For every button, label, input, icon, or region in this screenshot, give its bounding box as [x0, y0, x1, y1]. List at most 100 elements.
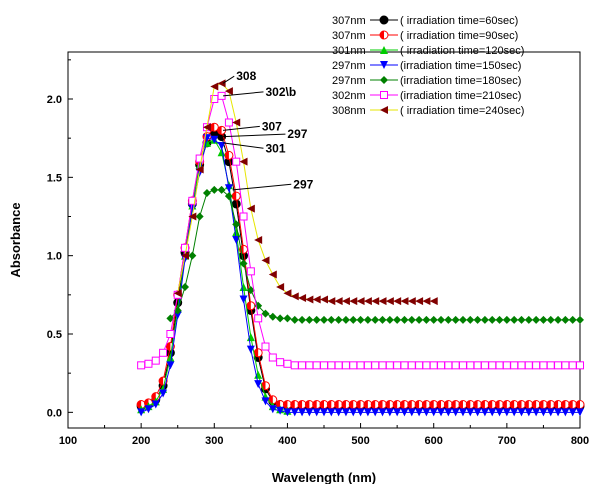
data-point [334, 361, 343, 370]
data-point [239, 212, 248, 221]
data-point [217, 148, 226, 157]
data-point [224, 87, 233, 96]
data-point [473, 400, 483, 409]
data-point [202, 123, 211, 132]
annotation-arrow [232, 183, 292, 191]
data-point [568, 361, 577, 370]
data-point [341, 361, 350, 370]
data-point [254, 314, 263, 323]
data-point [137, 361, 146, 370]
legend-label-time: (irradiation time=210sec) [400, 90, 521, 102]
data-point [495, 361, 504, 370]
data-point [451, 315, 460, 324]
data-point [407, 400, 417, 409]
data-point [217, 125, 227, 135]
data-point [334, 297, 343, 306]
data-point [356, 361, 365, 370]
data-point [561, 315, 570, 324]
data-point [437, 315, 446, 324]
data-point [151, 356, 160, 365]
data-point [539, 361, 548, 370]
x-tick-label: 700 [498, 435, 516, 447]
data-point [509, 400, 519, 409]
data-point [429, 361, 438, 370]
data-point [429, 297, 438, 306]
data-point [495, 408, 504, 417]
data-point [290, 292, 299, 301]
data-point [576, 361, 584, 370]
data-point [224, 184, 233, 193]
data-point [385, 408, 394, 417]
data-point [510, 361, 519, 370]
data-point [363, 408, 372, 417]
data-point [407, 315, 416, 324]
data-point [282, 400, 292, 409]
data-point [268, 353, 277, 362]
data-point [232, 236, 241, 244]
data-point [312, 400, 322, 409]
data-point [422, 297, 431, 306]
data-point [539, 408, 548, 417]
data-point [136, 400, 146, 409]
data-point [443, 400, 453, 409]
data-point [487, 400, 497, 409]
data-point [532, 361, 541, 370]
legend-label-time: (irradiation time=180sec) [400, 75, 521, 87]
data-point [451, 408, 460, 417]
data-point [261, 397, 270, 406]
data-point [261, 309, 270, 318]
data-point [356, 315, 365, 324]
data-point [363, 361, 372, 370]
data-point [554, 315, 563, 324]
x-tick-label: 300 [205, 435, 223, 447]
data-point [275, 400, 285, 409]
data-point [458, 315, 467, 324]
data-point [349, 408, 358, 417]
data-point [378, 400, 388, 409]
data-point [290, 400, 300, 409]
data-point [502, 361, 511, 370]
x-tick-label: 200 [132, 435, 150, 447]
data-point [181, 251, 190, 260]
data-point [568, 408, 577, 417]
data-point [378, 408, 387, 417]
annotation-label: 308 [236, 69, 256, 83]
data-point [195, 212, 204, 221]
data-point [327, 297, 336, 306]
data-point [151, 400, 160, 409]
legend-marker [379, 15, 389, 25]
data-point [554, 408, 563, 417]
annotation-label: 297 [293, 177, 313, 191]
data-point [231, 191, 241, 201]
data-point [422, 408, 431, 417]
legend-label-wavelength: 301nm [332, 45, 366, 57]
data-point [466, 408, 475, 417]
annotation-arrow [222, 142, 264, 149]
data-point [378, 297, 387, 306]
data-point [400, 361, 409, 370]
legend-marker [380, 91, 388, 99]
data-point [444, 315, 453, 324]
data-point [415, 408, 424, 417]
data-point [137, 408, 146, 417]
data-point [312, 315, 321, 324]
data-point [378, 361, 387, 370]
data-point [495, 400, 505, 409]
data-point [217, 185, 226, 194]
data-point [195, 165, 204, 174]
data-point [320, 361, 328, 370]
data-point [553, 400, 563, 409]
legend-label-time: (irradiation time=150sec) [400, 60, 521, 72]
data-point [524, 408, 533, 417]
data-point [232, 157, 241, 166]
data-point [393, 361, 402, 370]
data-point [312, 295, 321, 304]
data-point [312, 408, 321, 417]
data-point [444, 361, 453, 370]
data-point [276, 358, 285, 367]
data-point [502, 400, 512, 409]
data-point [254, 301, 263, 310]
data-point [561, 361, 570, 370]
series-2 [136, 122, 585, 409]
